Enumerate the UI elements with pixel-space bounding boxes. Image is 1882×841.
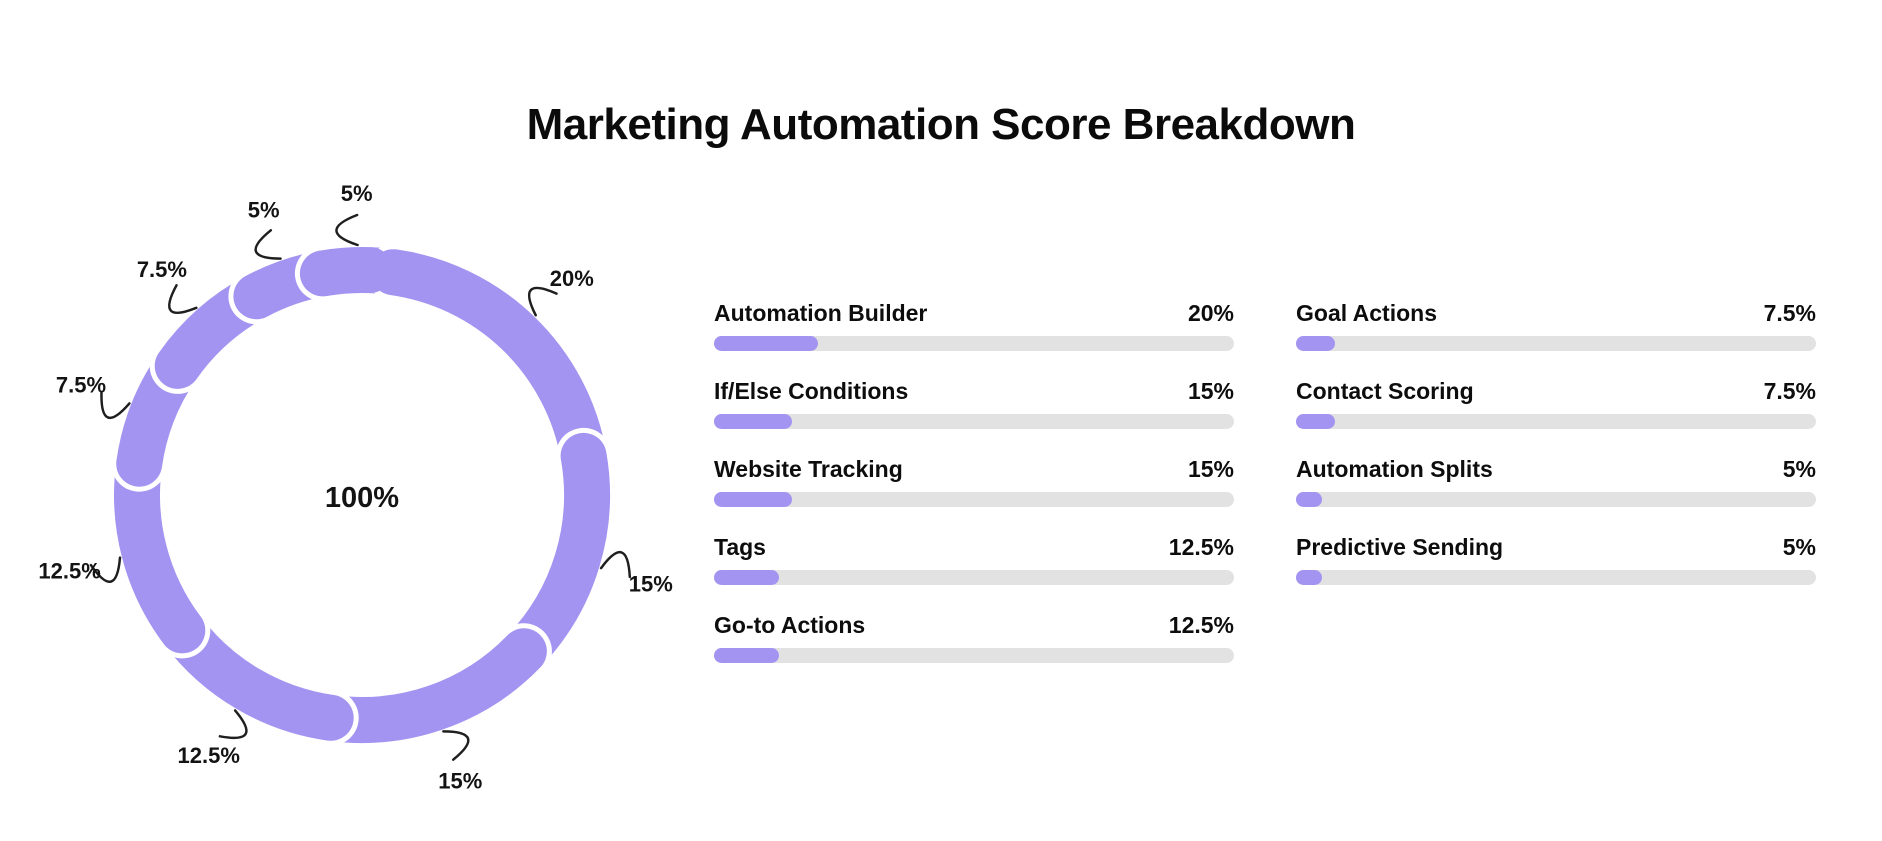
donut-segment-label: 15%: [629, 571, 673, 596]
score-value: 7.5%: [1763, 378, 1816, 404]
progress-track: [714, 336, 1234, 351]
score-row: If/Else Conditions 15%: [714, 377, 1234, 429]
progress-fill: [1296, 492, 1322, 507]
score-row-header: Go-to Actions 12.5%: [714, 611, 1234, 639]
score-row-header: Tags 12.5%: [714, 533, 1234, 561]
score-label: Go-to Actions: [714, 612, 866, 638]
donut-segment-label: 15%: [438, 769, 482, 794]
progress-track: [714, 648, 1234, 663]
score-list-right: Goal Actions 7.5% Contact Scoring 7.5% Autom…: [1296, 299, 1816, 611]
donut-segment-label: 7.5%: [137, 257, 187, 282]
score-row-header: Website Tracking 15%: [714, 455, 1234, 483]
chart-title: Marketing Automation Score Breakdown: [526, 100, 1356, 149]
donut-segment-label: 5%: [248, 198, 280, 223]
score-row-header: Automation Builder 20%: [714, 299, 1234, 327]
progress-track: [1296, 492, 1816, 507]
score-label: If/Else Conditions: [714, 378, 909, 404]
leader-line: [527, 286, 558, 317]
leader-line: [254, 229, 282, 260]
donut-segment-label: 12.5%: [178, 743, 240, 768]
donut-segment-label: 12.5%: [38, 559, 100, 584]
donut-segment: [370, 249, 607, 479]
progress-track: [1296, 414, 1816, 429]
score-label: Website Tracking: [714, 456, 903, 482]
leader-line: [168, 284, 198, 314]
score-value: 7.5%: [1763, 300, 1816, 326]
score-row-header: Goal Actions 7.5%: [1296, 299, 1816, 327]
score-row: Automation Builder 20%: [714, 299, 1234, 351]
score-row-header: Automation Splits 5%: [1296, 455, 1816, 483]
progress-fill: [714, 570, 779, 585]
progress-track: [1296, 570, 1816, 585]
score-value: 5%: [1782, 456, 1816, 482]
score-label: Contact Scoring: [1296, 378, 1474, 404]
progress-fill: [1296, 570, 1322, 585]
donut-segment-label: 20%: [550, 266, 594, 291]
score-row: Website Tracking 15%: [714, 455, 1234, 507]
donut-segment-patch: [299, 246, 393, 297]
score-row-header: If/Else Conditions 15%: [714, 377, 1234, 405]
progress-track: [1296, 336, 1816, 351]
score-row-header: Contact Scoring 7.5%: [1296, 377, 1816, 405]
donut-segment-label: 5%: [341, 181, 373, 206]
score-row: Automation Splits 5%: [1296, 455, 1816, 507]
progress-track: [714, 492, 1234, 507]
score-label: Goal Actions: [1296, 300, 1437, 326]
score-value: 12.5%: [1168, 612, 1234, 638]
score-value: 12.5%: [1168, 534, 1234, 560]
leader-line: [335, 213, 359, 247]
score-row-header: Predictive Sending 5%: [1296, 533, 1816, 561]
leader-line: [218, 709, 248, 740]
score-value: 15%: [1187, 378, 1234, 404]
leader-line: [100, 391, 131, 420]
score-label: Automation Splits: [1296, 456, 1493, 482]
score-row: Predictive Sending 5%: [1296, 533, 1816, 585]
donut-segment-label: 7.5%: [56, 372, 106, 397]
progress-track: [714, 414, 1234, 429]
score-value: 20%: [1187, 300, 1234, 326]
score-value: 15%: [1187, 456, 1234, 482]
score-row: Contact Scoring 7.5%: [1296, 377, 1816, 429]
progress-fill: [714, 492, 792, 507]
progress-fill: [714, 648, 779, 663]
progress-fill: [1296, 336, 1335, 351]
score-value: 5%: [1782, 534, 1816, 560]
score-list-left: Automation Builder 20% If/Else Conditions 1…: [714, 299, 1234, 689]
progress-track: [714, 570, 1234, 585]
donut-chart: 100% 5% 20% 15% 15% 12.5% 12.5% 7.5% 7.5% 5%: [38, 181, 673, 794]
leader-line: [442, 730, 470, 761]
score-row: Tags 12.5%: [714, 533, 1234, 585]
score-label: Predictive Sending: [1296, 534, 1504, 560]
donut-center-label: 100%: [325, 482, 399, 514]
score-row: Goal Actions 7.5%: [1296, 299, 1816, 351]
leader-line: [89, 556, 122, 584]
leader-line: [599, 550, 632, 579]
score-label: Tags: [714, 534, 766, 560]
progress-fill: [714, 336, 818, 351]
score-row: Go-to Actions 12.5%: [714, 611, 1234, 663]
progress-fill: [714, 414, 792, 429]
progress-fill: [1296, 414, 1335, 429]
score-label: Automation Builder: [714, 300, 928, 326]
